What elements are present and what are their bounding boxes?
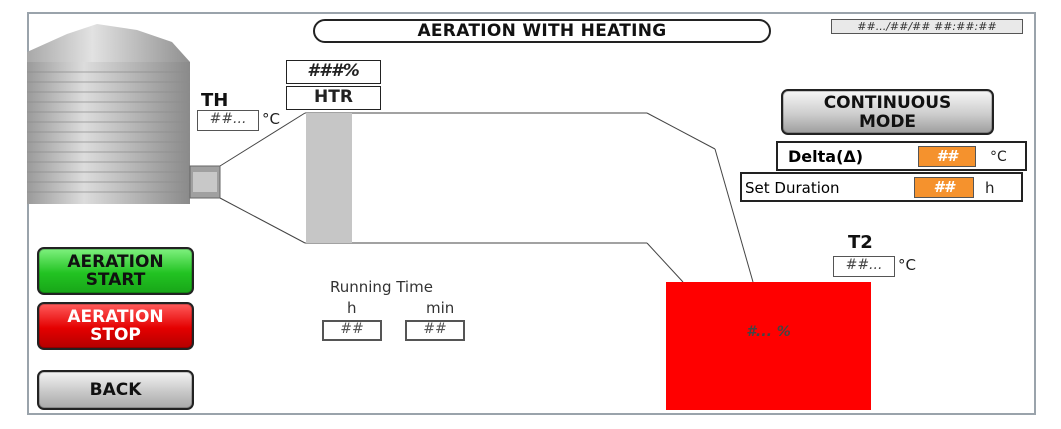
delta-label: Delta(Δ) [788, 147, 864, 166]
aeration-stop-button[interactable]: AERATION STOP [37, 302, 194, 350]
continuous-mode-label-1: CONTINUOUS [823, 93, 952, 113]
tank-fill: #... % [666, 282, 871, 410]
heater-element [306, 113, 352, 243]
set-duration-unit: h [985, 179, 995, 197]
set-duration-panel: Set Duration ## h [740, 172, 1023, 202]
aeration-stop-label-2: STOP [90, 325, 141, 345]
aeration-stop-label-1: AERATION [67, 307, 164, 327]
t2-label: T2 [848, 232, 873, 253]
continuous-mode-label-2: MODE [858, 112, 917, 132]
th-unit: °C [262, 110, 280, 128]
heater-percent: ###% [286, 60, 381, 84]
process-diagram [27, 24, 754, 283]
running-time-min-value: ## [405, 320, 465, 341]
running-time-h-label: h [347, 299, 357, 317]
t2-value: ##... [833, 256, 895, 277]
running-time-label: Running Time [330, 278, 433, 296]
set-duration-label: Set Duration [745, 179, 840, 197]
running-time-h-value: ## [322, 320, 382, 341]
delta-input[interactable]: ## [918, 146, 976, 167]
t2-unit: °C [898, 256, 916, 274]
heater-label: HTR [286, 86, 381, 110]
delta-unit: °C [990, 149, 1007, 165]
aeration-start-button[interactable]: AERATION START [37, 247, 194, 295]
silo-icon [27, 24, 221, 204]
delta-panel: Delta(Δ) ## °C [776, 141, 1027, 171]
continuous-mode-button[interactable]: CONTINUOUS MODE [781, 89, 994, 135]
aeration-start-label-2: START [85, 270, 146, 290]
th-value: ##... [197, 110, 259, 131]
tank-value: #... % [746, 324, 791, 340]
heater-duct-icon [219, 112, 754, 283]
back-button[interactable]: BACK [37, 370, 194, 410]
running-time-min-label: min [426, 299, 455, 317]
set-duration-input[interactable]: ## [914, 177, 974, 198]
datetime-display: ##.../##/## ##:##:## [831, 19, 1023, 34]
page-title: AERATION WITH HEATING [313, 19, 771, 43]
th-label: TH [201, 90, 229, 111]
aeration-start-label-1: AERATION [67, 252, 164, 272]
